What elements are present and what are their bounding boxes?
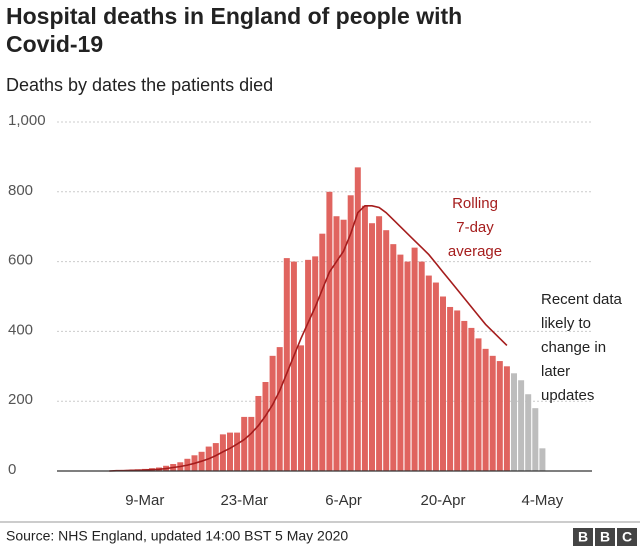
annotation: Rolling bbox=[452, 195, 498, 212]
chart-subtitle: Deaths by dates the patients died bbox=[6, 75, 273, 95]
y-tick-label: 800 bbox=[8, 182, 33, 199]
logo-letter: C bbox=[622, 529, 632, 545]
bar bbox=[411, 247, 418, 471]
bar bbox=[248, 416, 255, 471]
annotation: average bbox=[448, 243, 502, 260]
annotation: updates bbox=[541, 387, 594, 404]
bar bbox=[496, 361, 503, 471]
x-tick-label: 4-May bbox=[522, 492, 564, 509]
logo-letter: B bbox=[578, 529, 588, 545]
bar bbox=[241, 416, 248, 471]
bar bbox=[333, 216, 340, 471]
bar bbox=[347, 195, 354, 472]
y-tick-label: 0 bbox=[8, 461, 16, 478]
bar bbox=[234, 432, 241, 471]
logo-box bbox=[573, 528, 593, 546]
bar bbox=[503, 366, 510, 471]
bar bbox=[397, 254, 404, 471]
average-line bbox=[109, 205, 508, 472]
bar bbox=[454, 310, 461, 471]
logo-box bbox=[595, 528, 615, 546]
bar bbox=[283, 258, 290, 471]
annotation: change in bbox=[541, 339, 606, 356]
bar bbox=[525, 394, 532, 471]
bar bbox=[383, 230, 390, 471]
x-tick-label: 20-Apr bbox=[420, 492, 465, 509]
bar bbox=[361, 205, 368, 471]
x-tick-label: 23-Mar bbox=[220, 492, 268, 509]
bar bbox=[212, 443, 219, 471]
y-tick-label: 600 bbox=[8, 252, 33, 269]
bar bbox=[262, 382, 269, 471]
bar bbox=[255, 395, 262, 471]
bar bbox=[305, 259, 312, 471]
bar bbox=[227, 432, 233, 471]
bar bbox=[440, 296, 446, 471]
annotation: Recent data bbox=[541, 291, 623, 308]
y-tick-label: 1,000 bbox=[8, 112, 46, 129]
annotation: later bbox=[541, 363, 570, 380]
bar bbox=[404, 261, 411, 471]
bar bbox=[475, 338, 482, 471]
x-tick-label: 6-Apr bbox=[325, 492, 362, 509]
bar bbox=[511, 373, 517, 471]
bar bbox=[312, 256, 319, 471]
bar bbox=[518, 380, 525, 471]
bar bbox=[418, 261, 425, 471]
bar bbox=[539, 448, 546, 471]
bar bbox=[390, 244, 397, 471]
bar bbox=[468, 327, 475, 471]
chart-title: Hospital deaths in England of people wit… bbox=[6, 3, 462, 29]
y-tick-label: 200 bbox=[8, 391, 33, 408]
bar bbox=[290, 261, 297, 471]
bar bbox=[432, 282, 439, 471]
bar bbox=[461, 320, 468, 471]
bar bbox=[376, 216, 383, 471]
bar bbox=[269, 355, 276, 471]
bar bbox=[447, 306, 454, 471]
logo-box bbox=[617, 528, 637, 546]
chart-title: Covid-19 bbox=[6, 31, 103, 57]
bar bbox=[482, 348, 489, 471]
bar bbox=[532, 408, 539, 471]
bar bbox=[425, 275, 432, 471]
logo-letter: B bbox=[600, 529, 610, 545]
bar bbox=[354, 167, 361, 471]
bar bbox=[319, 233, 326, 471]
annotation: 7-day bbox=[456, 219, 494, 236]
annotation: likely to bbox=[541, 315, 591, 332]
bar bbox=[276, 347, 283, 471]
bar bbox=[340, 219, 347, 471]
x-tick-label: 9-Mar bbox=[125, 492, 164, 509]
bar bbox=[489, 355, 496, 471]
bar bbox=[369, 223, 375, 471]
source: Source: NHS England, updated 14:00 BST 5… bbox=[6, 528, 348, 544]
bar bbox=[298, 345, 304, 471]
bar bbox=[326, 191, 333, 472]
y-tick-label: 400 bbox=[8, 321, 33, 338]
